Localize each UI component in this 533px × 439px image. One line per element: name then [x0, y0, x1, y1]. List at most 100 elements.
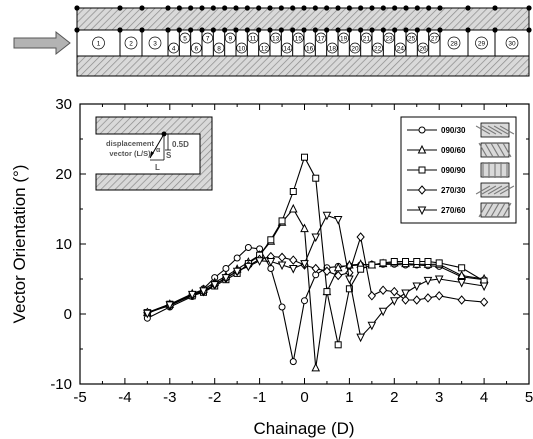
segment-marker-dot [358, 27, 364, 33]
series-270-60 [143, 211, 489, 343]
segment-label-ring [447, 36, 461, 50]
segment-label: 22 [374, 45, 382, 52]
segment-label: 25 [408, 35, 416, 42]
data-point-triangle-down [210, 281, 220, 290]
data-point-triangle-down [333, 216, 343, 225]
segment-label-ring [190, 42, 202, 54]
data-point-triangle-down [165, 301, 175, 311]
data-point-triangle-down [255, 257, 264, 266]
segment-marker-dot [312, 27, 318, 33]
segment-label-ring [505, 36, 519, 50]
segment-marker-dot [346, 27, 352, 33]
segment-marker-dot [176, 5, 182, 11]
segment-marker-dot [165, 27, 171, 33]
data-point-diamond [423, 293, 433, 303]
segment-marker-dot [392, 27, 398, 33]
data-point-triangle-down [232, 267, 242, 277]
data-point-square [267, 236, 275, 244]
data-point-diamond [401, 295, 410, 305]
data-point-triangle-up [417, 144, 427, 154]
legend-joint-line [475, 125, 491, 135]
tunnel-schematic: 1 2 34567891011121314151617181920212223242… [13, 5, 532, 77]
data-point-square [334, 341, 342, 349]
x-tick-label: 5 [525, 389, 533, 406]
segment-marker-dot [301, 27, 307, 33]
segment-marker-dot [233, 5, 239, 11]
segment-label-ring [417, 42, 429, 54]
data-point-square [390, 258, 398, 265]
data-point-circle [289, 358, 297, 366]
inset-s-label: S [166, 151, 172, 160]
data-point-triangle-down [356, 333, 365, 343]
legend-joint-line [487, 185, 503, 195]
inset-dim-label: 0.5D [172, 140, 189, 149]
series-090-60 [143, 203, 489, 372]
segment-label-ring [148, 36, 162, 50]
data-point-triangle-down [412, 282, 422, 292]
segment-label: 14 [283, 45, 291, 52]
data-point-circle [244, 244, 252, 251]
segment-label: 23 [385, 35, 393, 42]
segment-label: 1 [97, 40, 101, 47]
segment-marker-dot [492, 5, 498, 11]
segment-dividers [119, 30, 496, 56]
segment-marker-dot [492, 27, 498, 33]
data-point-diamond [289, 255, 298, 265]
x-tick-label: 2 [390, 389, 398, 406]
legend-joint-line [484, 142, 494, 158]
data-point-square [379, 259, 387, 267]
segment-marker-dot [210, 5, 216, 11]
segment-label-ring [360, 32, 372, 44]
data-point-circle [278, 303, 286, 311]
legend-joint-line [481, 125, 497, 135]
segment-label: 6 [195, 45, 199, 52]
data-point-triangle-down [288, 265, 298, 274]
data-point-diamond [378, 285, 388, 295]
x-tick-label: 1 [345, 389, 353, 406]
data-point-square [301, 153, 308, 161]
segment-labels: 1 2 34567891011121314151617181920212223242… [92, 32, 519, 54]
data-point-square [424, 258, 432, 265]
legend-joint-line [493, 125, 509, 135]
legend-joint-line [493, 185, 509, 195]
data-point-diamond [390, 286, 399, 297]
x-tick-label: 3 [435, 389, 443, 406]
segment-label-ring [213, 42, 225, 54]
data-point-triangle-down [378, 307, 388, 317]
data-point-square [323, 288, 331, 296]
legend-joint-line [490, 142, 500, 158]
x-tick-label: 0 [300, 389, 308, 406]
x-axis-label: Chainage (D) [253, 419, 354, 438]
segment-marker-dot [403, 5, 409, 11]
segment-marker-dot [256, 27, 262, 33]
segment-marker-dot [526, 27, 532, 33]
inset-label-line1: displacement [106, 139, 154, 148]
legend-joint-line [487, 125, 503, 135]
segment-marker-dot [139, 27, 145, 33]
segment-label: 10 [238, 45, 246, 52]
segment-label: 19 [340, 35, 348, 42]
inset-angle-label: α [156, 147, 161, 154]
data-point-circle [222, 265, 230, 272]
data-point-circle [301, 297, 308, 305]
segment-label: 9 [229, 35, 233, 42]
data-point-square [435, 259, 443, 267]
segment-marker-dot [392, 5, 398, 11]
data-point-triangle-up [288, 203, 298, 213]
segment-label-ring [326, 42, 338, 54]
segment-marker-dot [346, 5, 352, 11]
segment-marker-dot [335, 5, 341, 11]
segment-label-ring [270, 32, 282, 44]
inset-l-label: L [155, 163, 160, 172]
data-point-triangle-down [389, 297, 399, 306]
advance-arrow-icon [13, 30, 71, 56]
segment-marker-dot [465, 27, 471, 33]
segment-markers [74, 5, 532, 33]
segment-label: 7 [206, 35, 210, 42]
legend-joint-line [481, 185, 497, 195]
segment-marker-dot [301, 5, 307, 11]
segment-marker-dot [188, 5, 194, 11]
data-point-triangle-down [221, 274, 231, 283]
segment-label: 4 [172, 45, 176, 52]
data-point-square [289, 188, 297, 195]
